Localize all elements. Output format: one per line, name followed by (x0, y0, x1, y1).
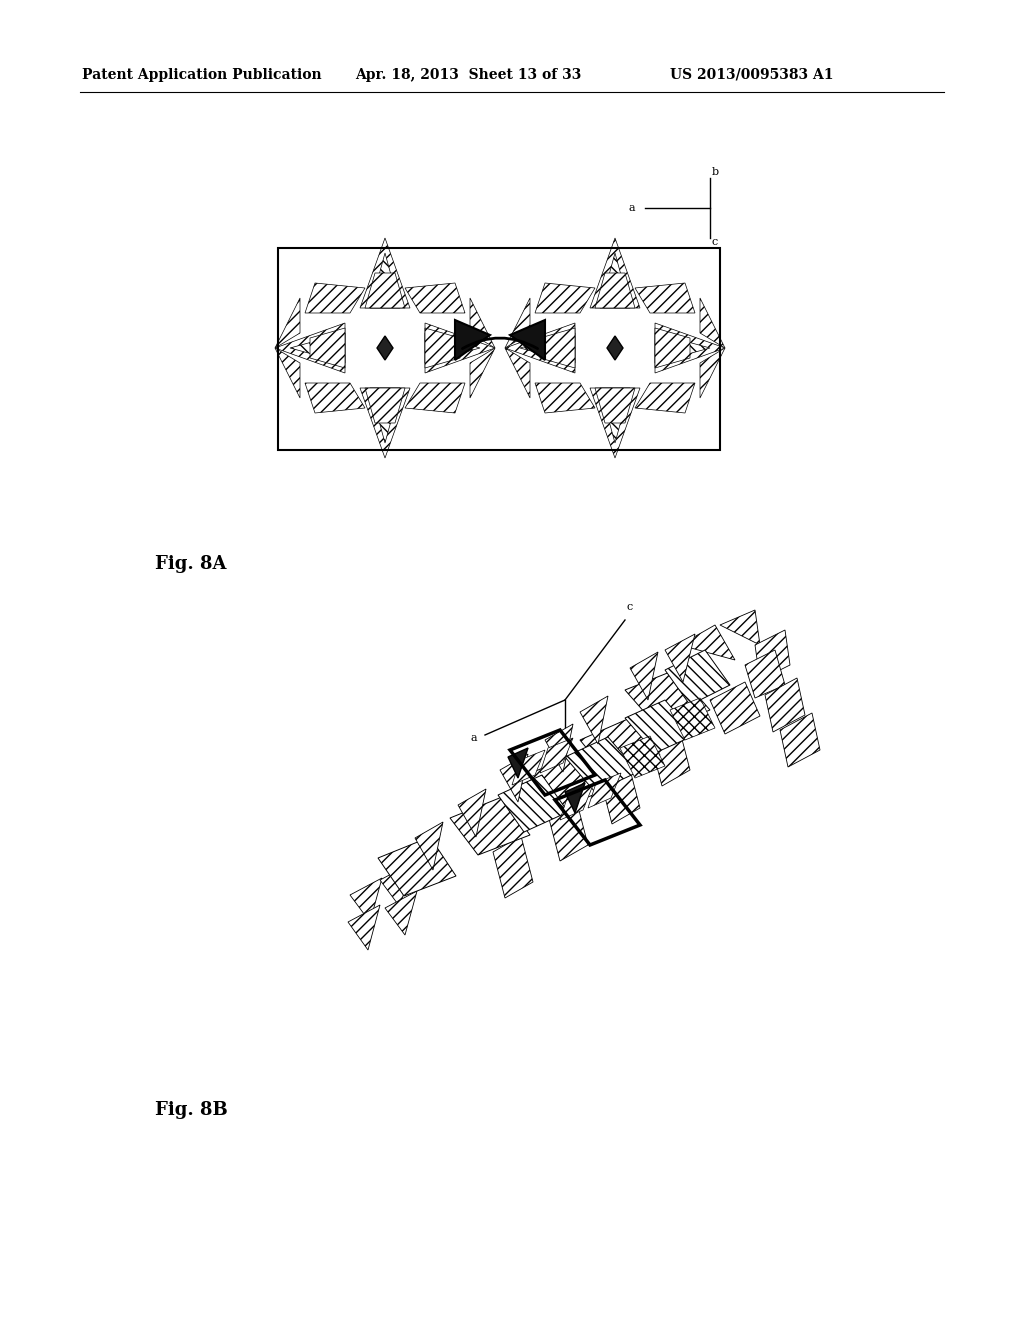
Polygon shape (425, 333, 480, 363)
Polygon shape (470, 348, 495, 399)
Polygon shape (720, 610, 760, 645)
Polygon shape (425, 327, 460, 368)
Polygon shape (470, 298, 495, 348)
Polygon shape (275, 323, 345, 374)
Text: US 2013/0095383 A1: US 2013/0095383 A1 (670, 69, 834, 82)
Polygon shape (710, 682, 760, 734)
Polygon shape (310, 327, 345, 368)
Polygon shape (700, 348, 725, 399)
Polygon shape (505, 348, 530, 399)
Text: Fig. 8A: Fig. 8A (155, 554, 226, 573)
Polygon shape (650, 723, 690, 785)
Polygon shape (765, 678, 805, 733)
Polygon shape (655, 323, 725, 374)
Polygon shape (665, 649, 730, 705)
Polygon shape (406, 282, 465, 313)
Polygon shape (415, 822, 443, 870)
Polygon shape (540, 738, 573, 774)
Polygon shape (370, 253, 400, 308)
Text: b: b (570, 785, 578, 795)
Polygon shape (680, 624, 735, 660)
Polygon shape (505, 323, 575, 374)
Polygon shape (505, 298, 530, 348)
Polygon shape (290, 333, 345, 363)
Polygon shape (655, 327, 690, 368)
Polygon shape (377, 337, 393, 360)
Polygon shape (380, 863, 412, 907)
Polygon shape (560, 785, 593, 820)
Polygon shape (755, 630, 790, 680)
Text: Fig. 8B: Fig. 8B (155, 1101, 227, 1119)
Text: a: a (629, 203, 635, 213)
Polygon shape (590, 388, 640, 458)
Polygon shape (600, 388, 630, 444)
Polygon shape (780, 713, 820, 767)
Polygon shape (625, 671, 710, 730)
Polygon shape (745, 649, 785, 698)
Polygon shape (425, 323, 495, 374)
Polygon shape (378, 837, 456, 896)
Polygon shape (545, 723, 573, 772)
Polygon shape (595, 388, 635, 422)
Polygon shape (365, 273, 406, 308)
Polygon shape (406, 383, 465, 413)
Polygon shape (700, 298, 725, 348)
Polygon shape (565, 783, 585, 813)
Polygon shape (665, 634, 695, 682)
Polygon shape (498, 775, 568, 832)
Polygon shape (670, 698, 715, 741)
Polygon shape (565, 737, 638, 792)
Text: a: a (470, 733, 477, 743)
Polygon shape (625, 700, 695, 752)
Polygon shape (455, 319, 490, 360)
Text: c: c (712, 238, 718, 247)
Polygon shape (365, 388, 406, 422)
Polygon shape (635, 383, 695, 413)
Polygon shape (305, 383, 365, 413)
Polygon shape (275, 298, 300, 348)
Polygon shape (360, 388, 410, 458)
Polygon shape (518, 758, 598, 813)
Polygon shape (535, 383, 595, 413)
Polygon shape (348, 906, 380, 950)
Polygon shape (607, 337, 623, 360)
Polygon shape (595, 273, 635, 308)
Polygon shape (580, 718, 660, 777)
Polygon shape (370, 388, 400, 444)
Polygon shape (535, 282, 595, 313)
Text: Apr. 18, 2013  Sheet 13 of 33: Apr. 18, 2013 Sheet 13 of 33 (355, 69, 582, 82)
Polygon shape (275, 348, 300, 399)
Polygon shape (458, 789, 486, 837)
Polygon shape (630, 652, 658, 700)
Polygon shape (385, 891, 417, 935)
Polygon shape (305, 282, 365, 313)
Polygon shape (600, 762, 640, 824)
Polygon shape (360, 238, 410, 308)
Polygon shape (590, 238, 640, 308)
Polygon shape (520, 333, 575, 363)
Text: Patent Application Publication: Patent Application Publication (82, 69, 322, 82)
Polygon shape (655, 333, 710, 363)
Polygon shape (512, 750, 545, 785)
Polygon shape (548, 799, 588, 861)
Polygon shape (588, 774, 621, 808)
Polygon shape (600, 253, 630, 308)
Polygon shape (540, 327, 575, 368)
Polygon shape (450, 797, 530, 855)
Polygon shape (508, 748, 528, 777)
Polygon shape (635, 282, 695, 313)
Polygon shape (350, 878, 382, 921)
Text: b: b (712, 168, 719, 177)
Polygon shape (500, 754, 528, 803)
Polygon shape (493, 836, 534, 898)
Polygon shape (620, 737, 665, 777)
Text: c: c (627, 602, 633, 612)
Polygon shape (580, 696, 608, 744)
Polygon shape (510, 319, 545, 360)
